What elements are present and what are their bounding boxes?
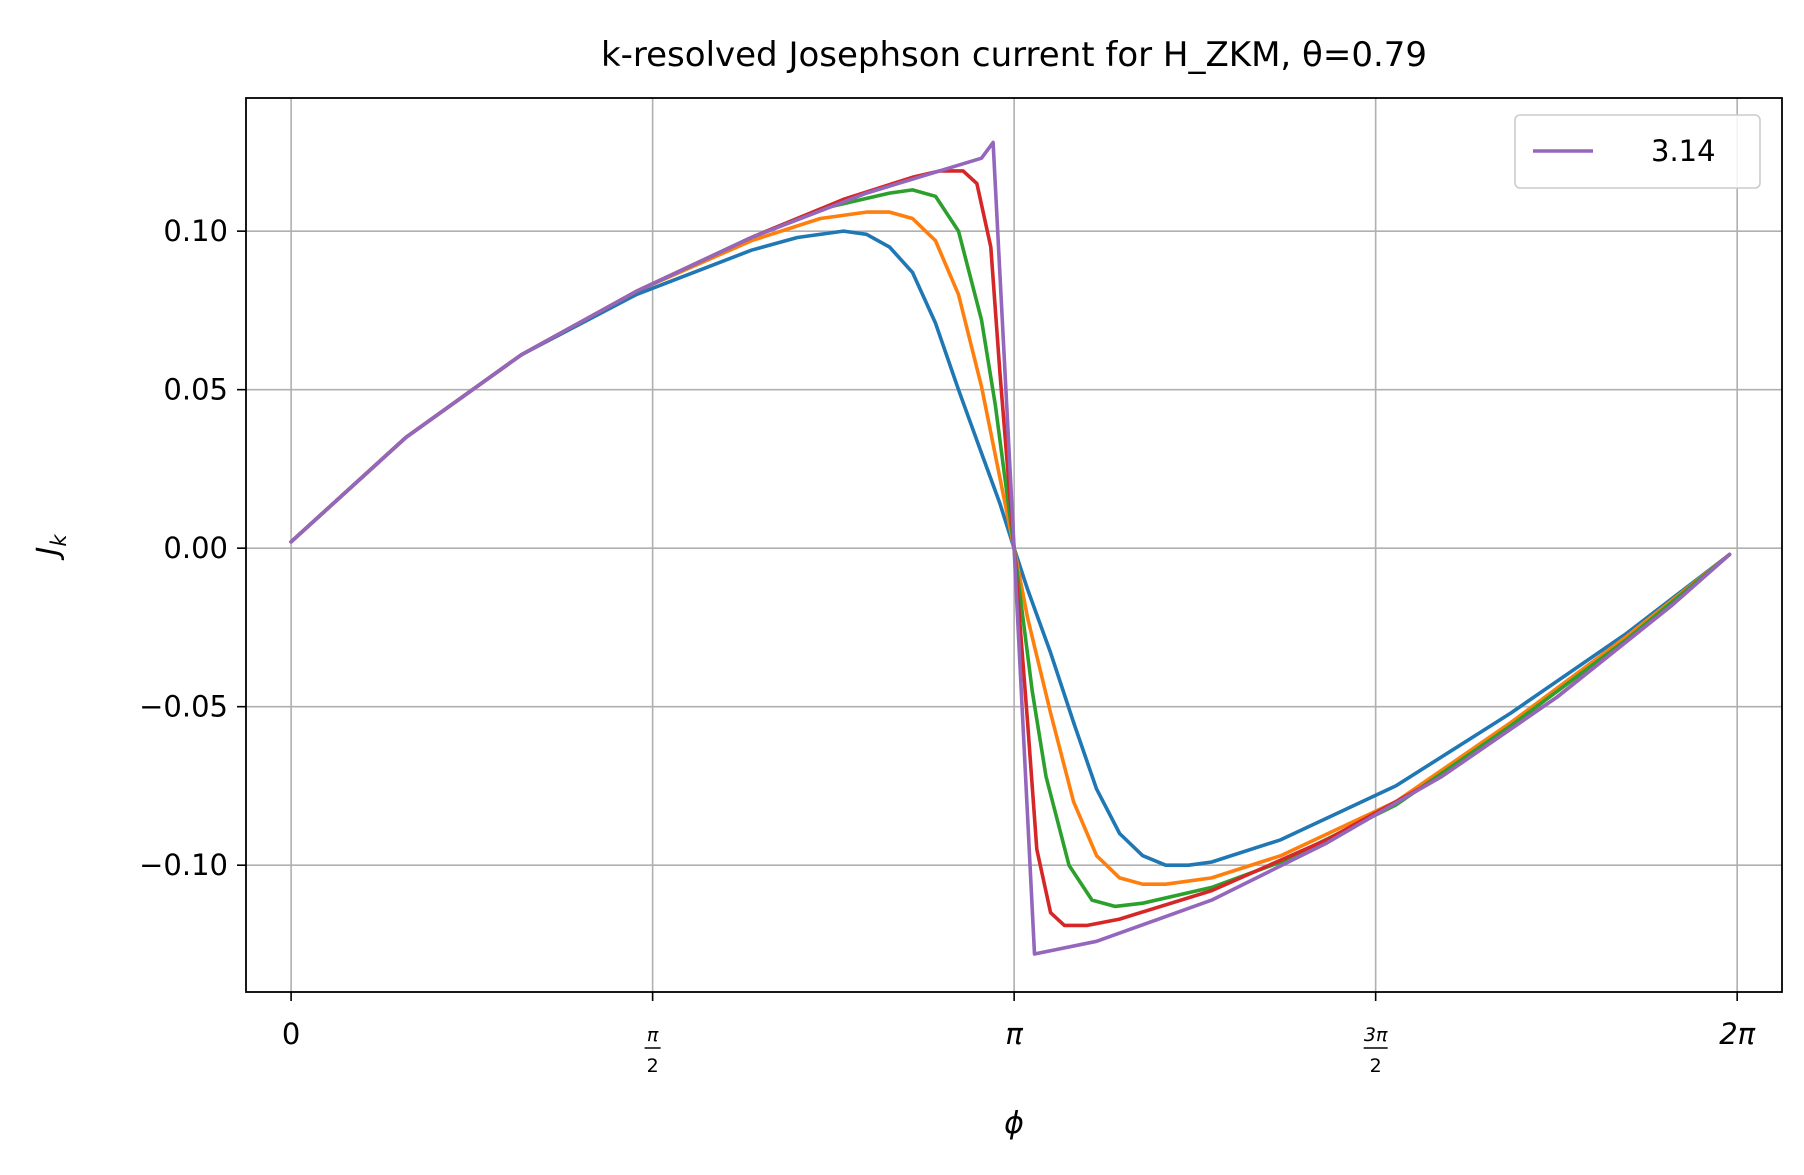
legend-box (1514, 114, 1761, 189)
x-tick-label-1: π2 (644, 1024, 661, 1077)
x-tick-label-2: π (1005, 1017, 1023, 1051)
y-tick-label-0: −0.10 (139, 848, 228, 882)
y-tick-label-1: −0.05 (139, 690, 228, 724)
x-axis-label: ϕ (1004, 1106, 1024, 1141)
y-tick-label-4: 0.10 (163, 214, 228, 248)
x-tick-label-numerator-1: π (647, 1024, 659, 1046)
legend: 3.14 (1514, 114, 1761, 189)
x-tick-label-4: 2π (1719, 1017, 1755, 1051)
chart-title: k-resolved Josephson current for H_ZKM, … (601, 35, 1427, 75)
x-tick-label-denominator-1: 2 (647, 1055, 659, 1077)
y-tick-label-2: 0.00 (163, 531, 228, 565)
x-tick-label-numerator-3: 3π (1364, 1024, 1388, 1046)
x-tick-label-3: 3π2 (1363, 1024, 1388, 1077)
x-tick-label-denominator-3: 2 (1370, 1055, 1382, 1077)
y-tick-label-3: 0.05 (163, 373, 228, 407)
legend-label-0: 3.14 (1651, 134, 1716, 168)
y-axis-label-subscript: k (47, 534, 71, 547)
x-tick-label-0: 0 (282, 1017, 300, 1051)
series-line-4 (289, 140, 1732, 956)
series-layer (289, 140, 1732, 956)
